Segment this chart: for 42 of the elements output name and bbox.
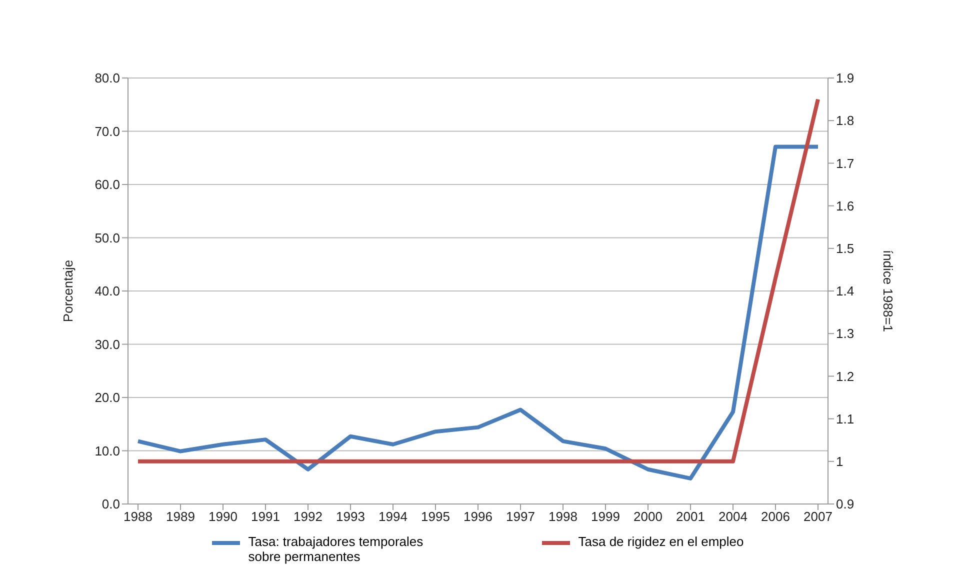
y-tick-label: 10.0	[94, 443, 120, 458]
y2-axis-title: índice 1988=1	[880, 250, 896, 332]
x-tick-label: 1994	[378, 509, 408, 524]
y-tick-label: 30.0	[94, 336, 120, 352]
x-tick-label: 1997	[506, 509, 535, 524]
y2-tick-label: 1	[836, 454, 844, 470]
y-tick-label: 0.0	[102, 496, 120, 512]
y-axis-title: Porcentaje	[60, 260, 76, 322]
y-tick-label: 40.0	[94, 284, 120, 299]
x-tick-label: 1998	[548, 509, 578, 524]
x-tick-label: 1989	[166, 509, 195, 524]
x-tick-label: 2007	[804, 509, 832, 524]
line-series	[136, 144, 820, 480]
x-tick-label: 2006	[761, 509, 790, 524]
y2-tick-label: 1.3	[836, 326, 854, 342]
y2-tick-label: 1.6	[836, 198, 854, 214]
x-tick-label: 1990	[208, 509, 238, 524]
y2-tick-label: 1.1	[836, 411, 854, 426]
y2-tick-label: 1.9	[836, 70, 854, 86]
y2-tick-label: 1.4	[836, 284, 854, 299]
y2-tick-label: 1.2	[836, 368, 854, 384]
y2-tick-label: 1.5	[836, 241, 854, 256]
x-tick-label: 1999	[591, 509, 620, 524]
x-tick-label: 1993	[336, 509, 365, 524]
y-tick-label: 20.0	[94, 390, 120, 406]
x-tick-label: 1992	[294, 509, 322, 524]
x-tick-label: 1991	[251, 509, 280, 524]
y2-tick-label: 1.8	[836, 113, 854, 128]
legend-label: Tasa: trabajadores temporales sobre permanentes	[248, 534, 424, 564]
x-tick-label: 2000	[634, 509, 662, 524]
y-tick-label: 60.0	[94, 177, 120, 192]
y-tick-label: 50.0	[94, 230, 120, 246]
x-tick-label: 1996	[464, 509, 492, 524]
y2-tick-label: 1.7	[836, 156, 854, 171]
x-tick-label: 2001	[676, 509, 705, 524]
legend-label: Tasa de rigidez en el empleo	[578, 534, 744, 549]
x-tick-label: 1995	[421, 509, 450, 524]
y-tick-label: 80.0	[94, 70, 120, 86]
x-tick-label: 2004	[718, 509, 748, 524]
y2-tick-label: 0.9	[836, 496, 854, 512]
y-tick-label: 70.0	[94, 124, 120, 139]
x-tick-label: 1988	[124, 509, 152, 524]
